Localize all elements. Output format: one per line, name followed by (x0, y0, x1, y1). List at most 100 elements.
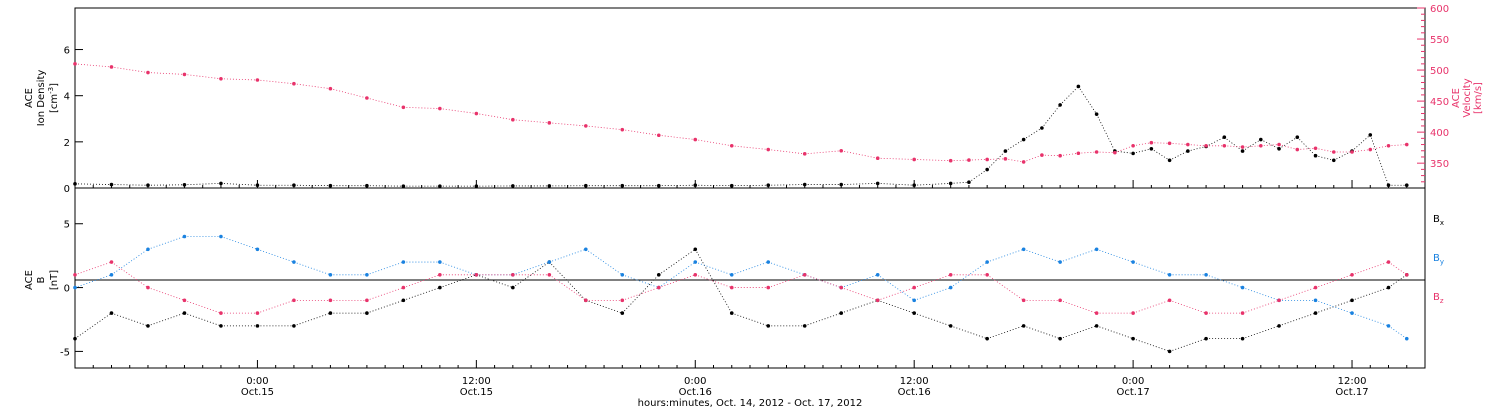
series-0-segment (1078, 86, 1097, 115)
series-0-segment (1096, 113, 1116, 152)
velocity-tick-label: 450 (1430, 97, 1449, 108)
Bz-segment (403, 274, 440, 288)
b-axis-title-3: [nT] (49, 270, 60, 290)
velocity-axis-ticks: 350 400 450 500 550 600 (1417, 4, 1449, 183)
series-1-segment (950, 159, 969, 162)
By-segment (841, 274, 878, 288)
Bz-segment (257, 299, 295, 314)
series-1-segment (439, 108, 477, 114)
series-0-point (1222, 135, 1227, 140)
Bx-segment (1096, 325, 1134, 340)
Bx-segment (476, 274, 513, 288)
x-tick-time: 12:00 (1338, 376, 1367, 387)
x-tick-date: Oct.16 (679, 387, 712, 398)
Bx-segment (403, 287, 440, 301)
series-0-point (1058, 103, 1062, 107)
Bz-segment (1315, 274, 1353, 288)
Bz-segment (1388, 261, 1407, 276)
Bz-segment (549, 274, 587, 301)
By-segment (293, 261, 331, 276)
density-axis-unit: [cm-3] (47, 83, 60, 113)
Bx-segment (1242, 325, 1280, 340)
By-segment (914, 287, 951, 301)
series-0-segment (1005, 139, 1024, 152)
series-1-segment (184, 74, 221, 80)
x-tick-time: 0:00 (1122, 376, 1144, 387)
Bx-segment (1023, 325, 1061, 340)
series-1-segment (366, 97, 404, 108)
series-1-segment (914, 159, 951, 162)
By-segment (1023, 248, 1061, 263)
series-1-segment (1133, 142, 1152, 147)
Bx-segment (293, 312, 331, 327)
series-0-segment (1333, 150, 1353, 161)
By-point (109, 273, 114, 277)
series-0-segment (1059, 86, 1079, 106)
velocity-axis-title-2: Velocity (1462, 78, 1473, 117)
density-axis-title-1: ACE (24, 88, 35, 108)
series-1-segment (111, 66, 149, 73)
series-1-segment (1060, 152, 1079, 157)
series-1-segment (1242, 145, 1261, 148)
velocity-axis-title-3: [km/s] (1473, 82, 1484, 114)
series-1-segment (695, 139, 732, 147)
By-segment (804, 274, 842, 288)
series-1-segment (1315, 147, 1334, 153)
series-1-segment (1005, 158, 1024, 163)
Bz-point (1277, 298, 1281, 303)
Bx-point (109, 311, 114, 315)
velocity-tick-label: 400 (1430, 128, 1449, 139)
Bx-point (1058, 336, 1062, 341)
By-segment (74, 274, 112, 288)
top-series-group (73, 62, 1409, 188)
series-0-segment (914, 182, 951, 186)
By-segment (439, 261, 477, 276)
series-1-segment (74, 63, 112, 68)
Bx-segment (841, 299, 878, 314)
series-0-segment (877, 182, 915, 186)
series-1-segment (1388, 144, 1407, 147)
series-0-segment (1224, 136, 1243, 152)
series-0-segment (841, 182, 878, 185)
Bx-segment (1132, 338, 1170, 352)
legend-bx-base: B (1433, 214, 1440, 225)
series-1-segment (768, 149, 805, 155)
series-0-segment (1187, 146, 1207, 152)
Bz-segment (914, 274, 951, 288)
Bx-segment (731, 312, 769, 327)
Bz-segment (804, 274, 842, 288)
By-point (1386, 324, 1391, 328)
series-1-segment (476, 113, 513, 121)
legend-by: By (1433, 253, 1444, 266)
x-tick-date: Oct.15 (241, 387, 274, 398)
By-segment (1388, 325, 1407, 339)
Bx-segment (1060, 325, 1097, 340)
Bz-point (1386, 260, 1391, 264)
b-axis-title-2: B (36, 276, 47, 283)
b-tick-label: -5 (60, 347, 70, 358)
By-segment (1096, 248, 1134, 263)
series-1-segment (1224, 145, 1243, 148)
series-0-segment (184, 182, 221, 186)
Bx-segment (1278, 312, 1316, 327)
Bx-segment (439, 274, 477, 288)
By-segment (1242, 287, 1280, 301)
Bz-segment (366, 287, 404, 301)
series-1-segment (1151, 142, 1170, 144)
b-axis-ticks: -5 0 5 (60, 220, 83, 358)
Bz-segment (695, 274, 732, 288)
series-1-segment (968, 159, 988, 161)
Bz-segment (1242, 299, 1280, 314)
x-tick-time: 0:00 (246, 376, 268, 387)
legend-by-base: B (1433, 253, 1440, 264)
Bz-segment (1169, 299, 1207, 314)
Bz-segment (986, 274, 1024, 301)
series-1-segment (330, 88, 367, 99)
time-axis: 0:00Oct.1512:00Oct.150:00Oct.1612:00Oct.… (74, 180, 1426, 398)
series-0-segment (1151, 148, 1170, 161)
By-segment (695, 261, 732, 276)
series-0-segment (1278, 136, 1298, 150)
Bz-point (875, 298, 880, 303)
Bx-point (1277, 324, 1281, 328)
